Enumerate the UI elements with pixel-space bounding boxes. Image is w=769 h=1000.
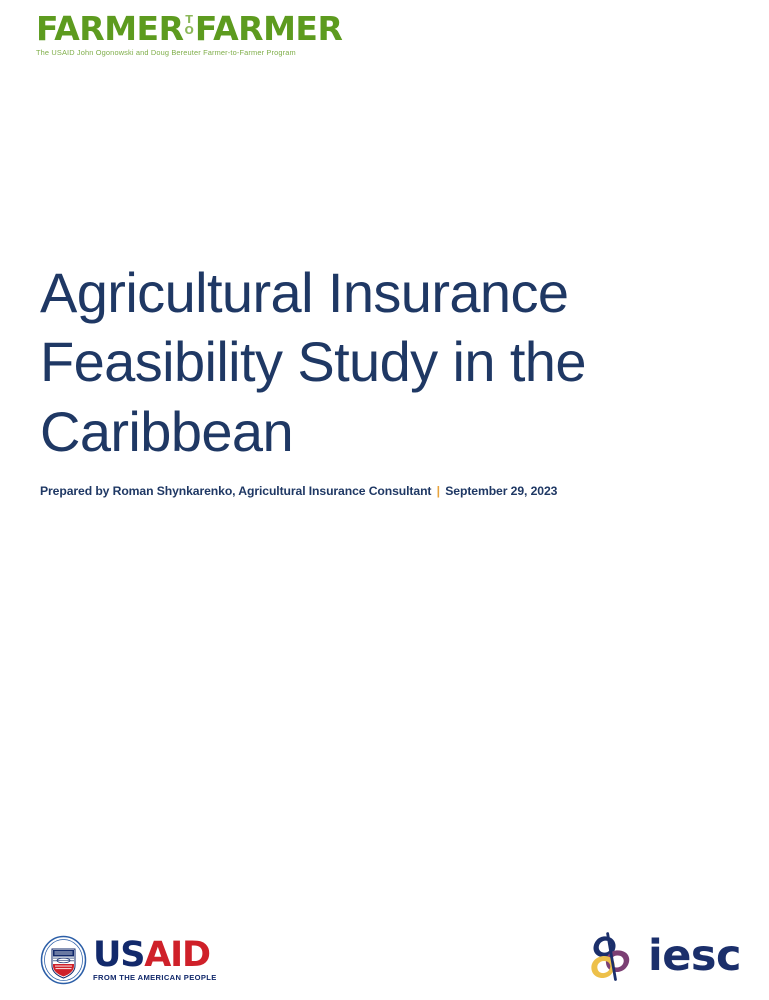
to-connector: T O <box>184 13 195 36</box>
title-block: Agricultural Insurance Feasibility Study… <box>40 258 700 498</box>
to-connector-bottom: O <box>184 24 194 37</box>
program-tagline: The USAID John Ogonowski and Doug Bereut… <box>36 48 296 57</box>
page-title-line-3: Caribbean <box>40 399 294 463</box>
usaid-wordmark: USAID FROM THE AMERICAN PEOPLE <box>93 935 217 983</box>
page-title-line-2: Feasibility Study in the <box>40 330 586 394</box>
farmer-to-farmer-wordmark: FARMER T O FARMER <box>36 12 346 45</box>
iesc-wordmark: iesc <box>648 930 742 981</box>
usaid-logo: USAID FROM THE AMERICAN PEOPLE <box>40 935 217 985</box>
page-title-line-1: Agricultural Insurance <box>40 261 569 324</box>
farmer-word-second: FARMER <box>194 9 343 48</box>
byline-date: September 29, 2023 <box>445 484 558 499</box>
footer: USAID FROM THE AMERICAN PEOPLE iesc <box>0 890 769 1000</box>
usaid-us-text: US <box>93 935 145 975</box>
farmer-word-first: FARMER <box>36 9 184 48</box>
iesc-logo: iesc <box>582 928 742 984</box>
document-byline: Prepared by Roman Shynkarenko, Agricultu… <box>40 484 700 498</box>
byline-author: Prepared by Roman Shynkarenko, Agricultu… <box>40 484 432 499</box>
usaid-aid-text: AID <box>144 935 211 975</box>
page-title: Agricultural Insurance Feasibility Study… <box>40 258 700 466</box>
byline-separator: | <box>436 484 440 499</box>
farmer-to-farmer-logo: FARMER T O FARMER The USAID John Ogonows… <box>36 12 346 57</box>
to-connector-top: T <box>185 13 193 26</box>
iesc-loops-icon <box>591 932 630 981</box>
usaid-seal-icon <box>40 935 87 985</box>
usaid-tagline: FROM THE AMERICAN PEOPLE <box>93 973 217 982</box>
usaid-word: USAID <box>93 935 217 975</box>
